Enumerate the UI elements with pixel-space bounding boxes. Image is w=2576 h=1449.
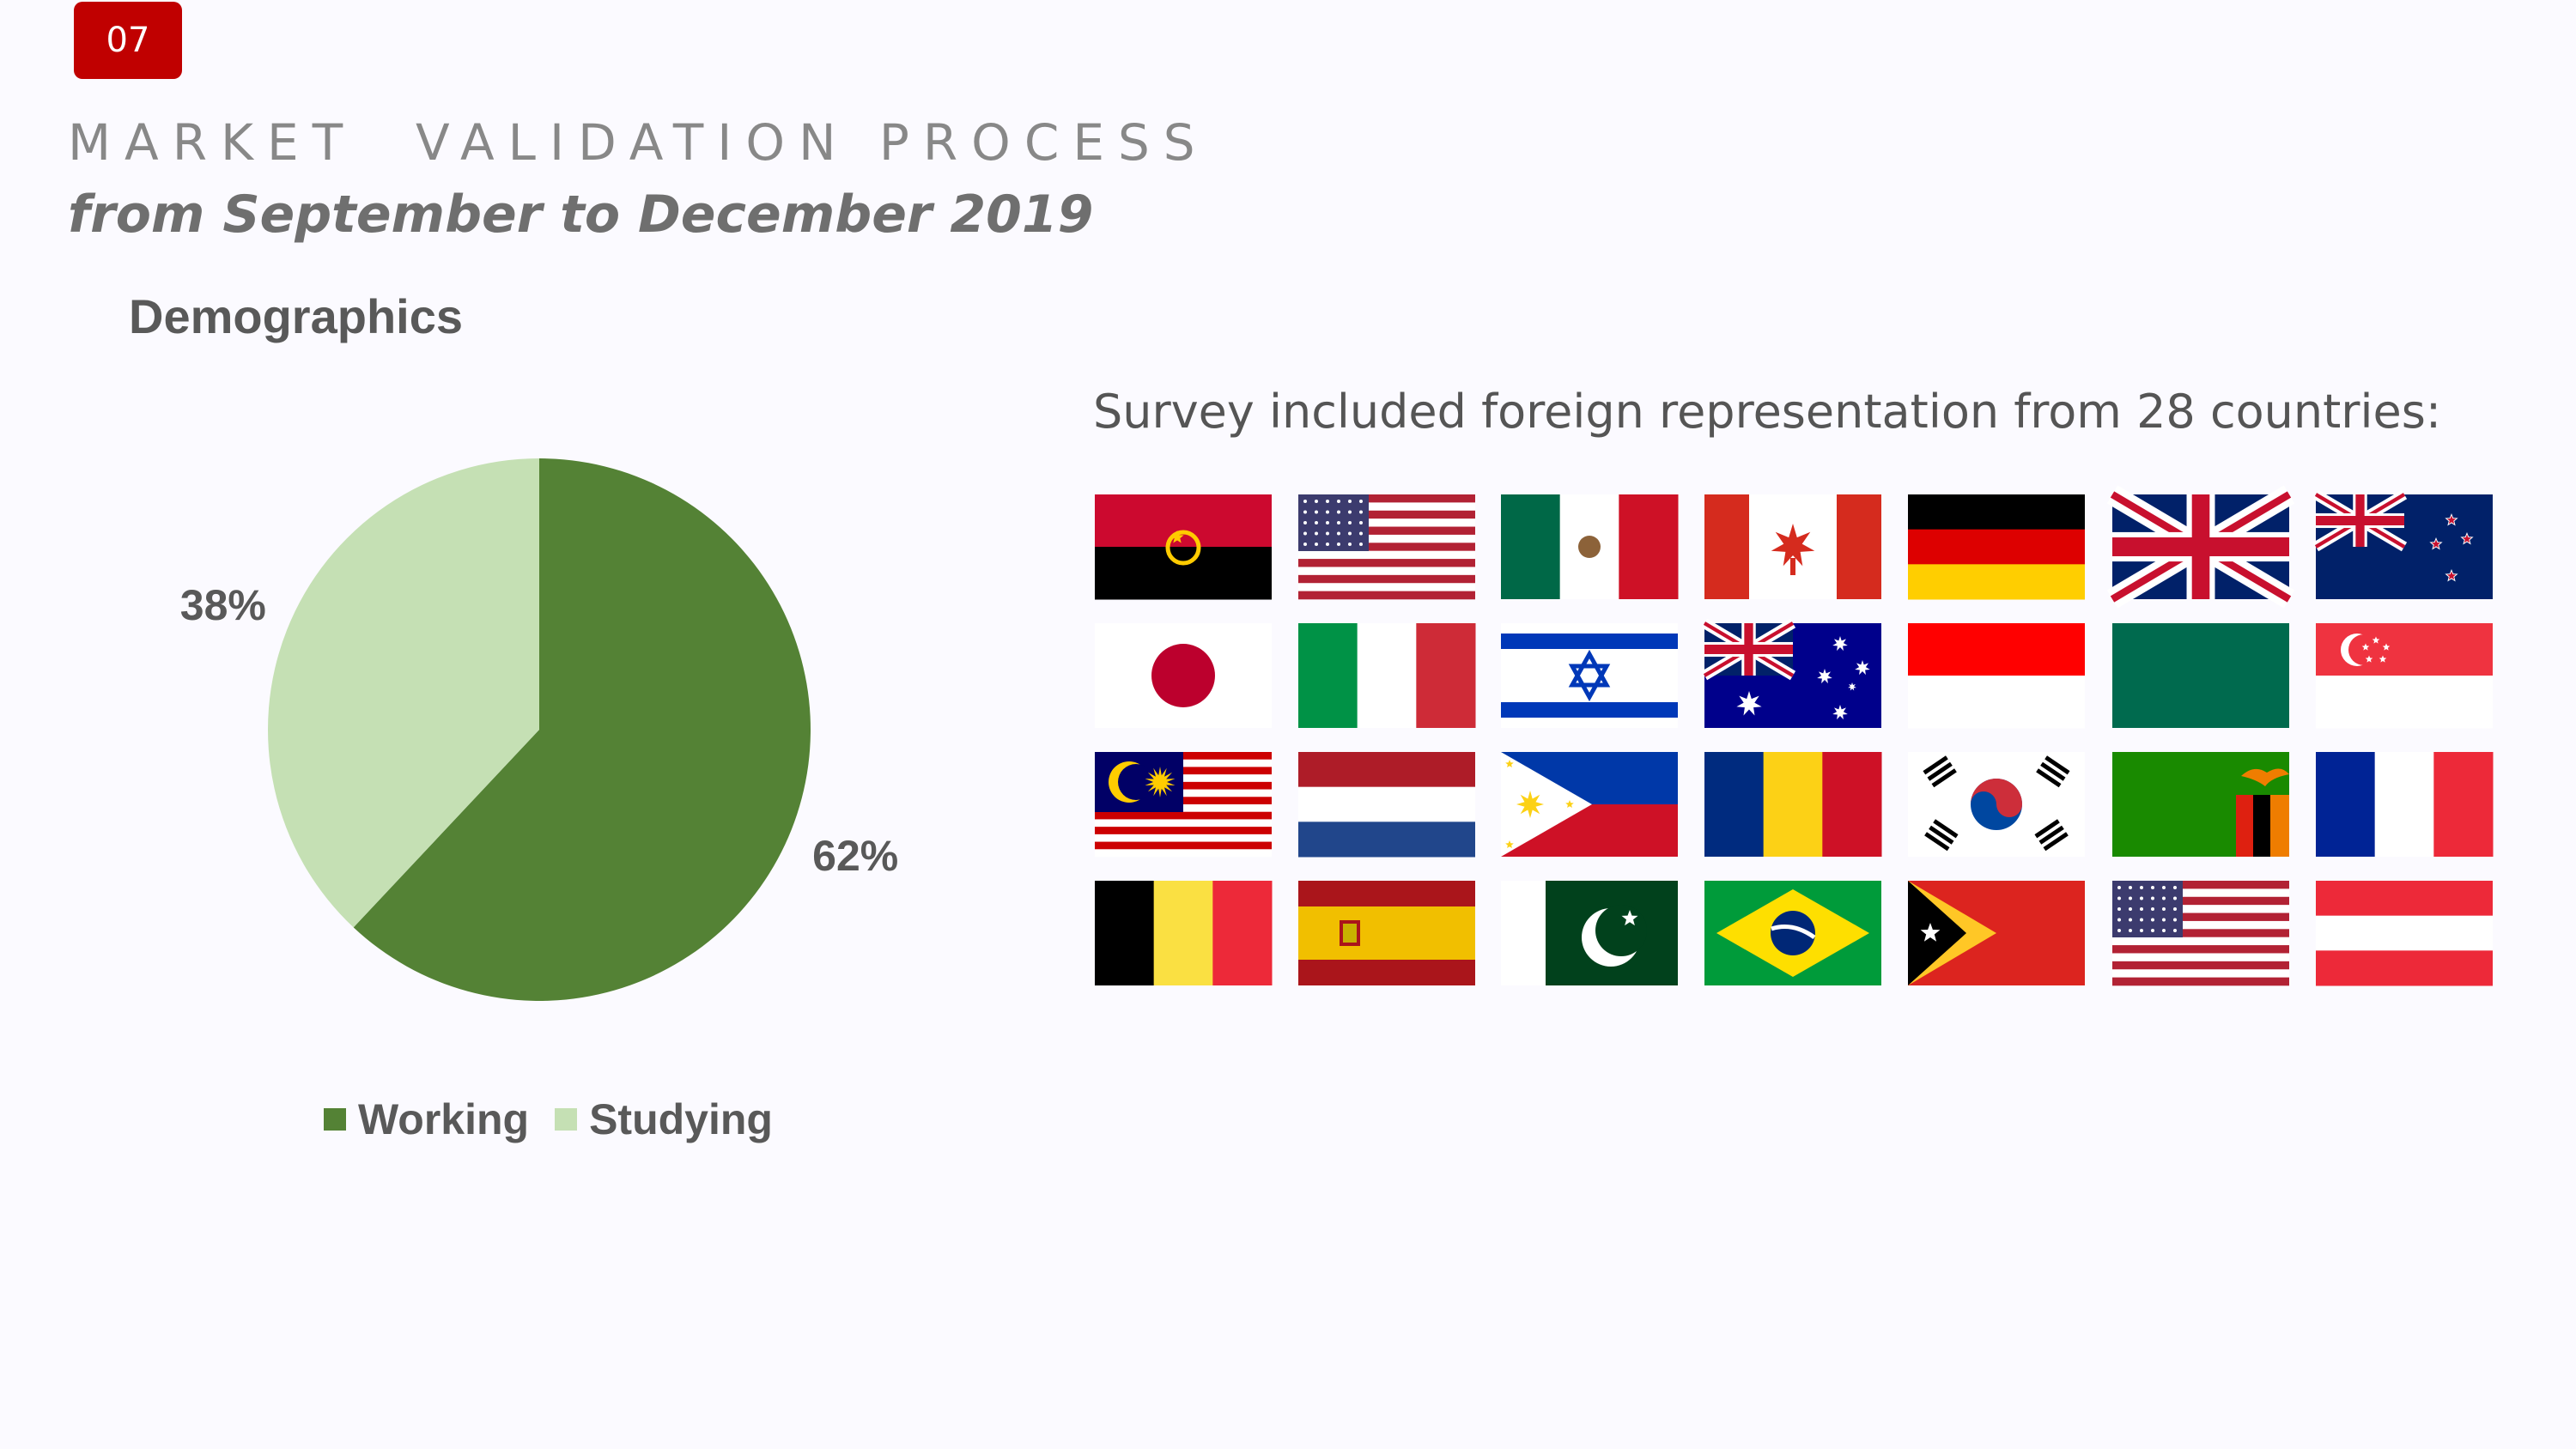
flag-netherlands-icon xyxy=(1298,752,1475,858)
legend-label-studying: Studying xyxy=(589,1095,773,1143)
flag-spain-icon xyxy=(1298,881,1475,985)
flag-belgium-icon xyxy=(1095,881,1273,985)
flag-brazil-icon xyxy=(1704,881,1881,985)
flag-israel-icon xyxy=(1501,623,1678,728)
flag-new-zealand-icon xyxy=(2312,489,2493,599)
legend-item-working: Working xyxy=(324,1094,529,1144)
flag-italy-icon xyxy=(1298,623,1476,728)
legend-swatch-working xyxy=(324,1108,346,1131)
flag-philippines-icon xyxy=(1501,752,1678,857)
flag-pakistan-icon xyxy=(1501,881,1678,985)
flag-mexico-icon xyxy=(1501,494,1679,599)
data-label-working: 62% xyxy=(812,832,898,880)
flag-singapore-icon xyxy=(2316,623,2493,729)
flag-bangladesh-icon xyxy=(2112,623,2289,728)
section-heading: Demographics xyxy=(129,289,463,343)
survey-description: Survey included foreign representation f… xyxy=(1093,385,2442,439)
chart-legend: Working Studying xyxy=(324,1094,799,1144)
flag-united-kingdom-icon xyxy=(2106,485,2295,609)
demographics-pie-chart: 62% 38% xyxy=(180,458,898,1002)
flag-united-states-icon xyxy=(1298,494,1475,600)
flag-angola-icon xyxy=(1095,494,1272,600)
flag-malaysia-icon xyxy=(1095,752,1272,858)
flag-australia-icon xyxy=(1701,618,1881,728)
flag-romania-icon xyxy=(1704,752,1882,857)
flag-germany-icon xyxy=(1908,494,2085,600)
flag-south-korea-icon xyxy=(1908,752,2085,857)
legend-swatch-studying xyxy=(555,1108,578,1131)
legend-item-studying: Studying xyxy=(555,1094,773,1144)
flag-france-icon xyxy=(2316,752,2494,857)
flag-austria-icon xyxy=(2316,881,2493,986)
flag-japan-icon xyxy=(1095,623,1272,728)
legend-label-working: Working xyxy=(358,1095,530,1143)
flag-united-states-icon xyxy=(2112,881,2289,986)
slide-title: MARKET VALIDATION PROCESS xyxy=(68,113,1209,172)
page-number-badge: 07 xyxy=(74,2,182,79)
flag-canada-icon xyxy=(1704,494,1881,599)
flag-zambia-icon xyxy=(2112,752,2289,857)
flag-indonesia-icon xyxy=(1908,623,2085,729)
page-number: 07 xyxy=(106,21,150,60)
pie-slice-studying xyxy=(267,458,539,928)
flag-east-timor-icon xyxy=(1908,881,2085,985)
slide-subtitle: from September to December 2019 xyxy=(68,185,1094,245)
pie-slice-working xyxy=(353,458,811,1002)
data-label-studying: 38% xyxy=(180,581,266,629)
